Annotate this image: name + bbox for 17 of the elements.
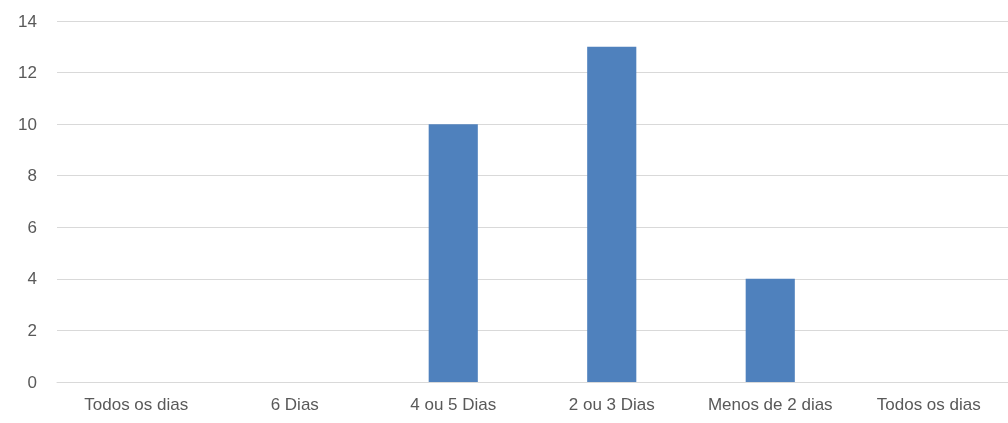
x-tick-label: 4 ou 5 Dias: [410, 395, 497, 414]
y-tick-label: 2: [27, 320, 37, 340]
y-tick-label: 10: [18, 114, 37, 134]
y-tick-label: 0: [27, 372, 37, 392]
x-tick-label: 2 ou 3 Dias: [568, 395, 655, 414]
y-tick-label: 6: [27, 217, 37, 237]
y-tick-label: 12: [18, 63, 37, 83]
y-tick-label: 14: [18, 11, 37, 31]
y-tick-label: 4: [27, 269, 37, 289]
bar: [587, 46, 637, 382]
x-tick-label: Menos de 2 dias: [707, 395, 833, 414]
x-tick-label: Todos os dias: [84, 395, 189, 414]
y-tick-label: 8: [27, 166, 37, 186]
bar: [745, 278, 795, 382]
bar: [428, 124, 478, 382]
x-tick-label: 6 Dias: [270, 395, 319, 414]
x-tick-label: Todos os dias: [876, 395, 981, 414]
